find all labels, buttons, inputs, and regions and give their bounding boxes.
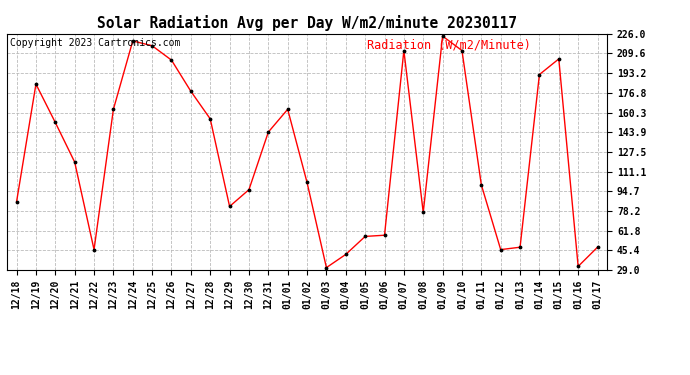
Text: Radiation (W/m2/Minute): Radiation (W/m2/Minute) — [367, 39, 531, 51]
Title: Solar Radiation Avg per Day W/m2/minute 20230117: Solar Radiation Avg per Day W/m2/minute … — [97, 15, 517, 31]
Text: Copyright 2023 Cartronics.com: Copyright 2023 Cartronics.com — [10, 39, 180, 48]
